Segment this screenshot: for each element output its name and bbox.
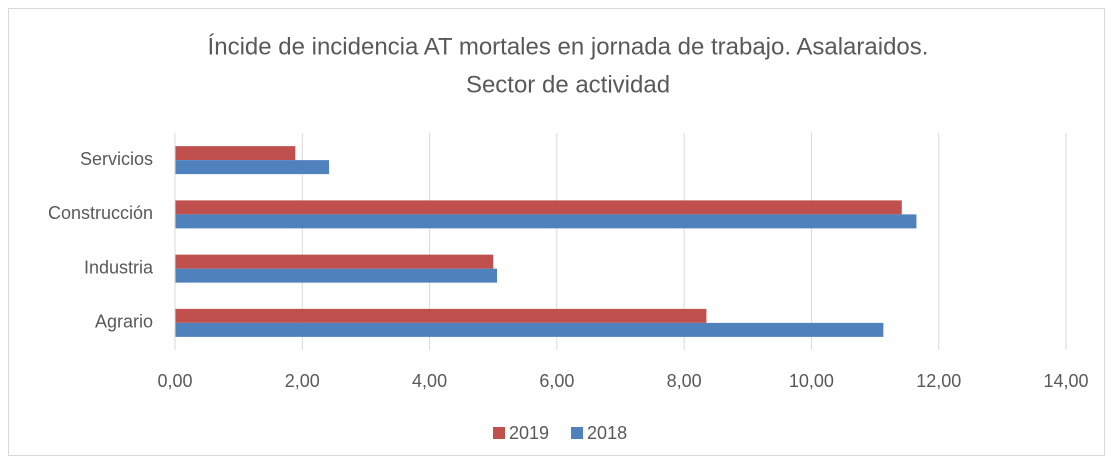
legend-swatch <box>571 427 584 439</box>
bar <box>175 160 330 175</box>
x-tick-label: 0,00 <box>157 371 192 391</box>
bar <box>175 146 296 161</box>
bar <box>175 214 917 229</box>
x-tick-label: 2,00 <box>285 371 320 391</box>
bar <box>175 308 707 323</box>
y-tick-label: Industria <box>84 257 154 277</box>
x-tick-label: 8,00 <box>667 371 702 391</box>
legend-label: 2018 <box>587 423 627 443</box>
y-tick-label: Servicios <box>80 149 153 169</box>
chart-title: Íncide de incidencia AT mortales en jorn… <box>208 33 929 60</box>
y-tick-label: Construcción <box>48 203 153 223</box>
legend-label: 2019 <box>509 423 549 443</box>
x-tick-label: 12,00 <box>916 371 961 391</box>
x-tick-label: 6,00 <box>539 371 574 391</box>
legend-swatch <box>493 427 505 439</box>
bar <box>175 268 498 283</box>
bar <box>175 322 884 337</box>
chart-title: Sector de actividad <box>466 71 670 98</box>
x-tick-label: 4,00 <box>412 371 447 391</box>
bar <box>175 200 902 215</box>
bar <box>175 254 494 269</box>
x-tick-label: 10,00 <box>789 371 834 391</box>
x-tick-label: 14,00 <box>1043 371 1088 391</box>
y-tick-label: Agrario <box>95 312 153 332</box>
